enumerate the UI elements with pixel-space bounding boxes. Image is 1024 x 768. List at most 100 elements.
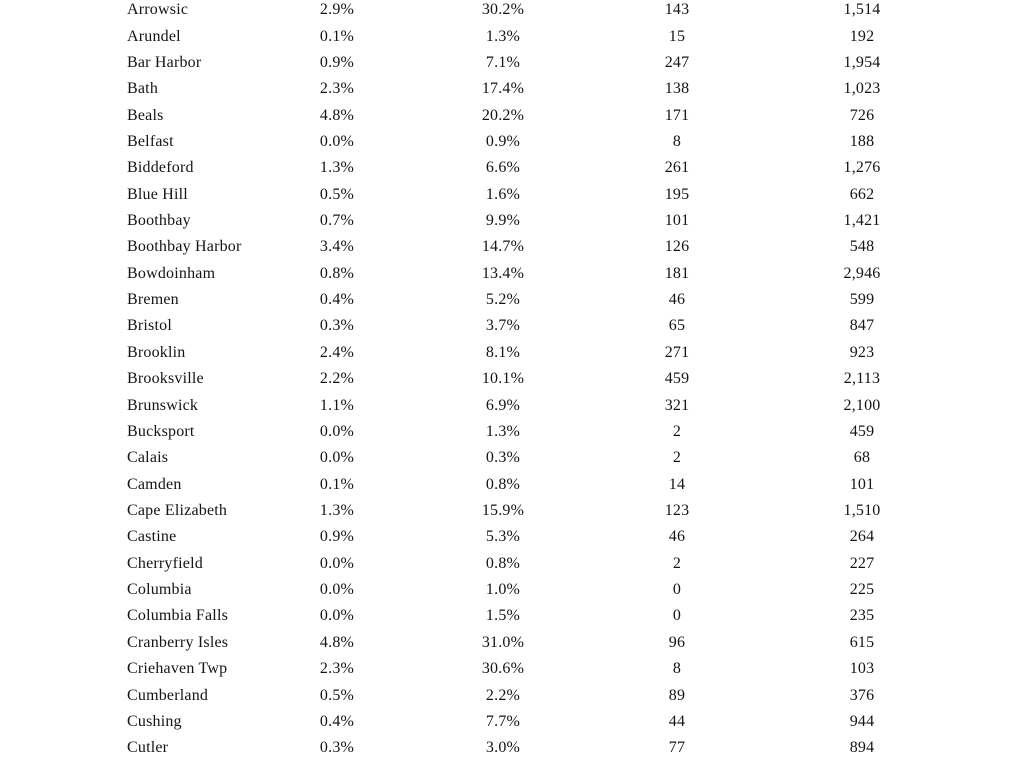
pct-value-1: 0.0% (319, 581, 355, 599)
town-name: Castine (127, 528, 177, 546)
count-value-1: 2 (672, 449, 682, 467)
pct-value-1: 0.7% (319, 212, 355, 230)
count-value-1: 0 (672, 581, 682, 599)
table-row: Bowdoinham 0.8% 13.4% 181 2,946 (0, 261, 999, 287)
table-row: Arundel 0.1% 1.3% 15 192 (0, 23, 999, 49)
town-name: Blue Hill (127, 185, 188, 203)
pct-value-2: 0.3% (485, 449, 521, 467)
table-row: Cumberland 0.5% 2.2% 89 376 (0, 682, 999, 708)
count-value-2: 1,514 (843, 1, 881, 19)
count-value-1: 195 (664, 185, 690, 203)
table-row: Cutler 0.3% 3.0% 77 894 (0, 735, 999, 761)
table-row: Cushing 0.4% 7.7% 44 944 (0, 709, 999, 735)
count-value-2: 548 (849, 238, 875, 256)
table-row: Belfast 0.0% 0.9% 8 188 (0, 129, 999, 155)
count-value-2: 662 (849, 185, 875, 203)
count-value-1: 247 (664, 53, 690, 71)
town-name: Bremen (127, 291, 179, 309)
pct-value-1: 0.4% (319, 291, 355, 309)
pct-value-2: 14.7% (481, 238, 525, 256)
count-value-2: 1,023 (843, 80, 881, 98)
pct-value-2: 3.7% (485, 317, 521, 335)
pct-value-2: 3.0% (485, 739, 521, 757)
count-value-1: 0 (672, 607, 682, 625)
count-value-1: 2 (672, 422, 682, 440)
count-value-1: 126 (664, 238, 690, 256)
count-value-2: 235 (849, 607, 875, 625)
town-name: Arrowsic (127, 1, 189, 19)
count-value-2: 923 (849, 343, 875, 361)
count-value-2: 68 (853, 449, 871, 467)
count-value-2: 2,100 (843, 396, 881, 414)
count-value-1: 261 (664, 159, 690, 177)
count-value-1: 321 (664, 396, 690, 414)
count-value-1: 8 (672, 660, 682, 678)
town-name: Cutler (127, 739, 169, 757)
town-name: Bucksport (127, 422, 195, 440)
count-value-2: 1,954 (843, 53, 881, 71)
pct-value-1: 0.9% (319, 528, 355, 546)
pct-value-1: 2.2% (319, 370, 355, 388)
pct-value-2: 6.9% (485, 396, 521, 414)
count-value-2: 599 (849, 291, 875, 309)
pct-value-1: 0.8% (319, 264, 355, 282)
town-name: Cumberland (127, 686, 209, 704)
pct-value-1: 0.5% (319, 185, 355, 203)
count-value-1: 101 (664, 212, 690, 230)
town-name: Columbia (127, 581, 192, 599)
table-row: Boothbay 0.7% 9.9% 101 1,421 (0, 208, 999, 234)
count-value-1: 46 (668, 291, 686, 309)
table-row: Bath 2.3% 17.4% 138 1,023 (0, 76, 999, 102)
table-row: Columbia 0.0% 1.0% 0 225 (0, 577, 999, 603)
pct-value-1: 0.4% (319, 712, 355, 730)
count-value-2: 615 (849, 633, 875, 651)
count-value-2: 1,276 (843, 159, 881, 177)
town-name: Biddeford (127, 159, 194, 177)
table-row: Brunswick 1.1% 6.9% 321 2,100 (0, 392, 999, 418)
count-value-2: 2,113 (843, 370, 881, 388)
table-row: Bucksport 0.0% 1.3% 2 459 (0, 419, 999, 445)
town-name: Bowdoinham (127, 264, 216, 282)
count-value-1: 65 (668, 317, 686, 335)
pct-value-2: 15.9% (481, 502, 525, 519)
count-value-1: 143 (664, 1, 690, 19)
town-name: Cape Elizabeth (127, 502, 228, 519)
pct-value-2: 7.1% (485, 53, 521, 71)
pct-value-2: 1.3% (485, 27, 521, 45)
count-value-1: 44 (668, 712, 686, 730)
table-row: Camden 0.1% 0.8% 14 101 (0, 471, 999, 497)
pct-value-2: 17.4% (481, 80, 525, 98)
pct-value-2: 1.5% (485, 607, 521, 625)
pct-value-1: 1.1% (319, 396, 355, 414)
pct-value-1: 2.3% (319, 80, 355, 98)
count-value-2: 376 (849, 686, 875, 704)
pct-value-1: 0.0% (319, 422, 355, 440)
count-value-2: 459 (849, 422, 875, 440)
pct-value-1: 0.0% (319, 607, 355, 625)
town-name: Beals (127, 106, 164, 124)
pct-value-1: 2.4% (319, 343, 355, 361)
table-row: Biddeford 1.3% 6.6% 261 1,276 (0, 155, 999, 181)
table-row: Cranberry Isles 4.8% 31.0% 96 615 (0, 630, 999, 656)
pct-value-1: 0.1% (319, 27, 355, 45)
pct-value-1: 2.3% (319, 660, 355, 678)
town-name: Cherryfield (127, 554, 203, 572)
pct-value-1: 2.9% (319, 1, 355, 19)
count-value-1: 123 (664, 502, 690, 519)
count-value-2: 1,421 (843, 212, 881, 230)
town-name: Bristol (127, 317, 172, 335)
pct-value-1: 4.8% (319, 633, 355, 651)
pct-value-1: 0.0% (319, 132, 355, 150)
count-value-2: 227 (849, 554, 875, 572)
count-value-2: 894 (849, 739, 875, 757)
pct-value-2: 2.2% (485, 686, 521, 704)
count-value-2: 192 (849, 27, 875, 45)
table-row: Bristol 0.3% 3.7% 65 847 (0, 313, 999, 339)
town-data-table: Arrowsic 2.9% 30.2% 143 1,514 Arundel 0.1% 1.3%… (0, 1, 999, 761)
count-value-1: 138 (664, 80, 690, 98)
pct-value-2: 6.6% (485, 159, 521, 177)
town-name: Arundel (127, 27, 181, 45)
town-name: Bar Harbor (127, 53, 202, 71)
table-row: Cape Elizabeth 1.3% 15.9% 123 1,510 (0, 498, 999, 524)
table-row: Calais 0.0% 0.3% 2 68 (0, 445, 999, 471)
